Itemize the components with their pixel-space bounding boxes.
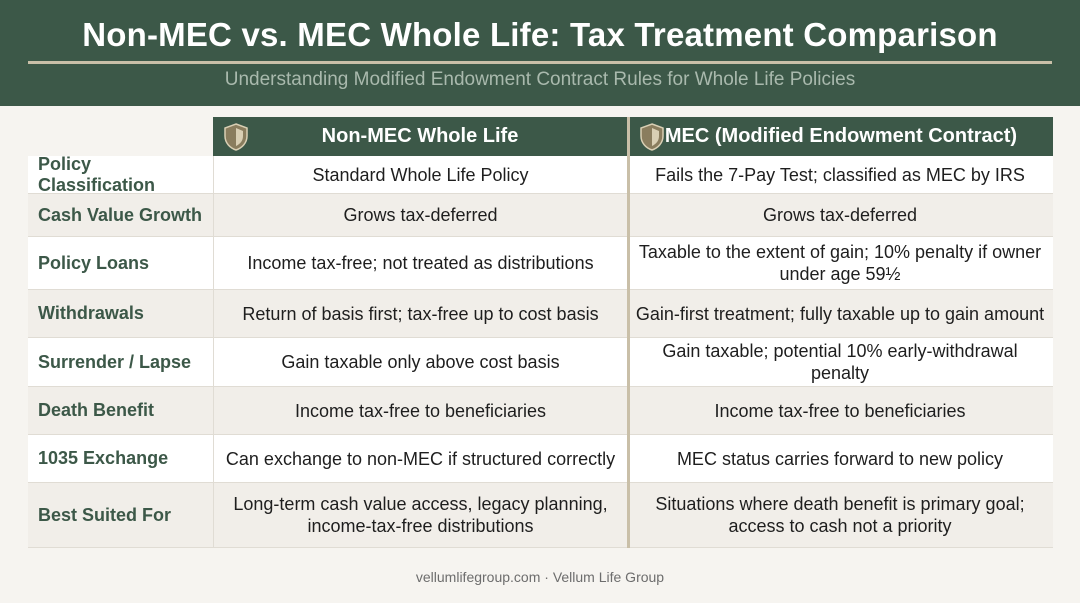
mec-cell: Gain-first treatment; fully taxable up t…: [635, 303, 1045, 324]
non-mec-cell: Long-term cash value access, legacy plan…: [213, 483, 627, 547]
row-label: Cash Value Growth: [38, 204, 203, 225]
column-header-label: MEC (Modified Endowment Contract): [664, 125, 1018, 147]
non-mec-cell: Return of basis first; tax-free up to co…: [213, 290, 627, 337]
table-row: Surrender / Lapse Gain taxable only abov…: [28, 338, 1053, 387]
column-header-non-mec: Non-MEC Whole Life: [213, 117, 627, 156]
page-header: Non-MEC vs. MEC Whole Life: Tax Treatmen…: [0, 0, 1080, 106]
mec-cell: Situations where death benefit is primar…: [655, 494, 1025, 536]
table-row: 1035 Exchange Can exchange to non-MEC if…: [28, 435, 1053, 483]
row-label: 1035 Exchange: [38, 448, 169, 468]
non-mec-cell: Gain taxable only above cost basis: [213, 338, 627, 386]
row-label: Policy Classification: [38, 153, 156, 195]
non-mec-cell: Income tax-free to beneficiaries: [213, 387, 627, 434]
row-label: Best Suited For: [38, 504, 172, 525]
shield-icon: [640, 123, 664, 151]
non-mec-cell: Standard Whole Life Policy: [213, 156, 627, 193]
table-row: Cash Value Growth Grows tax-deferred Gro…: [28, 194, 1053, 237]
mec-cell: MEC status carries forward to new policy: [676, 448, 1004, 469]
table-row: Policy Classification Standard Whole Lif…: [28, 153, 1053, 195]
page-title: Non-MEC vs. MEC Whole Life: Tax Treatmen…: [82, 16, 998, 53]
page-subtitle: Understanding Modified Endowment Contrac…: [224, 69, 856, 90]
non-mec-cell: Can exchange to non-MEC if structured co…: [213, 435, 627, 482]
row-label: Policy Loans: [38, 252, 150, 273]
mec-cell: Income tax-free to beneficiaries: [714, 400, 966, 421]
non-mec-cell: Income tax-free; not treated as distribu…: [213, 237, 627, 289]
header-divider: [28, 61, 1052, 64]
footer-credit: vellumlifegroup.com · Vellum Life Group: [415, 569, 665, 585]
table-row: Policy Loans Income tax-free; not treate…: [28, 237, 1053, 290]
table-row: Best Suited For Long-term cash value acc…: [28, 483, 1053, 548]
column-header-label: Non-MEC Whole Life: [321, 125, 519, 147]
row-label: Withdrawals: [38, 303, 144, 323]
non-mec-cell: Grows tax-deferred: [213, 194, 627, 236]
row-label: Death Benefit: [38, 400, 155, 420]
mec-cell: Gain taxable; potential 10% early-withdr…: [662, 341, 1018, 383]
column-divider: [627, 117, 630, 548]
column-header-mec: MEC (Modified Endowment Contract): [629, 117, 1053, 156]
table-row: Death Benefit Income tax-free to benefic…: [28, 387, 1053, 435]
table-row: Withdrawals Return of basis first; tax-f…: [28, 290, 1053, 338]
mec-cell: Taxable to the extent of gain; 10% penal…: [638, 242, 1042, 284]
row-label: Surrender / Lapse: [38, 351, 192, 372]
shield-icon: [224, 123, 248, 151]
mec-cell: Grows tax-deferred: [762, 205, 918, 225]
mec-cell: Fails the 7-Pay Test; classified as MEC …: [655, 164, 1025, 185]
